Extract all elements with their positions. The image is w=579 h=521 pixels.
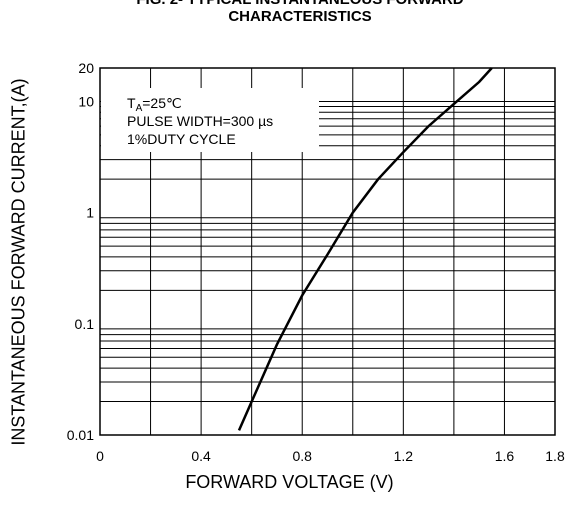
x-axis-label: FORWARD VOLTAGE (V) [185,472,394,492]
x-tick-label: 1.6 [495,448,515,464]
annotation: TA=25℃ PULSE WIDTH=300 µs 1%DUTY CYCLE [127,95,273,147]
x-tick-label: 0.8 [292,448,312,464]
x-tick-labels: 0 0.4 0.8 1.2 1.6 1.8 [96,448,565,464]
y-tick-label: 0.1 [75,316,95,332]
grid [100,68,555,435]
annotation-temp-main: T [127,95,136,111]
chart-title-line1: FIG. 2- TYPICAL INSTANTANEOUS FORWARD [100,0,500,8]
annotation-temp-rest: =25℃ [142,95,181,111]
y-tick-labels: 0.01 0.1 1 10 20 [67,60,94,443]
y-tick-label: 20 [78,60,94,76]
x-tick-label: 1.2 [394,448,414,464]
x-tick-label: 0 [96,448,104,464]
chart-title-line2: CHARACTERISTICS [228,8,372,25]
y-tick-label: 1 [86,205,94,221]
annotation-temp-sub: A [136,103,143,114]
y-tick-label: 0.01 [67,427,94,443]
y-tick-label: 10 [78,93,94,109]
annotation-box [101,88,319,152]
plot-frame [99,67,556,436]
forward-characteristic-curve [237,67,493,431]
annotation-pulse-width: PULSE WIDTH=300 µs [127,113,273,129]
annotation-duty-cycle: 1%DUTY CYCLE [127,131,236,147]
x-tick-label: 1.8 [545,448,565,464]
x-tick-label: 0.4 [191,448,211,464]
annotation-temperature: TA=25℃ [127,95,182,114]
